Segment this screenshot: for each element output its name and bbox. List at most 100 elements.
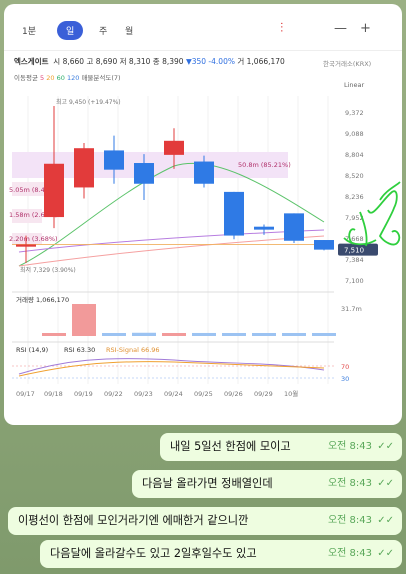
- volume-value: 1,066,170: [246, 57, 285, 66]
- volume-profile-bar: [12, 233, 42, 245]
- volume-bar: [102, 333, 126, 336]
- volume-label: 거래량 1,066,170: [16, 295, 69, 304]
- candle-body: [44, 163, 64, 218]
- double-check-icon: ✓✓: [377, 478, 394, 489]
- volume-axis-label: 31.7m: [341, 305, 362, 313]
- y-tick-label: 8,236: [345, 193, 364, 201]
- message-bubble[interactable]: 내일 5일선 한점에 모이고 오전 8:43 ✓✓: [160, 433, 402, 461]
- double-check-icon: ✓✓: [377, 515, 394, 526]
- rsi-level-label: 70: [341, 363, 349, 371]
- x-tick-label: 09/22: [104, 390, 123, 398]
- x-tick-label: 09/19: [74, 390, 93, 398]
- x-tick-label: 09/26: [224, 390, 243, 398]
- candle-body: [254, 226, 274, 230]
- low-price: 8,310: [128, 57, 151, 66]
- low-annotation: 최저 7,329 (3.90%): [20, 266, 76, 274]
- price-change: ▼350 -4.00%: [185, 57, 235, 66]
- y-tick-label: 8,520: [345, 172, 364, 180]
- chart-toolbar: 1분 일 주 월 ⫶ — +: [4, 4, 402, 52]
- timeframe-week[interactable]: 주: [99, 27, 108, 37]
- volume-profile-label: 50.8m (85.21%): [238, 161, 291, 169]
- candle-body: [134, 163, 154, 184]
- candle-body: [224, 191, 244, 236]
- x-tick-label: 09/17: [16, 390, 35, 398]
- rsi-level-label: 30: [341, 375, 349, 383]
- y-tick-label: 7,100: [345, 277, 364, 285]
- open-price: 8,660: [62, 57, 85, 66]
- message-bubble[interactable]: 이평선이 한점에 모인거라기엔 에매한거 같으니깐 오전 8:43 ✓✓: [8, 507, 402, 535]
- indicator-legend: 이동평균 5 20 60 120 매물분석도(7): [14, 74, 121, 82]
- volume-profile-label: 5.05m (8.46%): [9, 186, 58, 194]
- rsi-value: RSI 63.30: [64, 346, 95, 354]
- volume-bar: [192, 332, 216, 336]
- y-tick-label: 7,384: [345, 256, 364, 264]
- chart-image-card[interactable]: 1분 일 주 월 ⫶ — + 엑스게이트 시 8,660 고 8,690 저 8…: [4, 4, 402, 425]
- volume-bar: [132, 332, 156, 336]
- message-time: 오전 8:43: [327, 441, 372, 452]
- message-bubble[interactable]: 다음날 올라가면 정배열인데 오전 8:43 ✓✓: [132, 470, 402, 498]
- rsi-signal-value: RSI-Signal 66.96: [106, 346, 160, 354]
- y-tick-label: 9,088: [345, 130, 364, 138]
- candle-body: [16, 244, 36, 247]
- x-tick-label: 09/24: [164, 390, 183, 398]
- zoom-out-icon[interactable]: —: [334, 21, 347, 36]
- y-tick-label: 8,804: [345, 151, 364, 159]
- message-text: 다음달에 올라갈수도 있고 2일후일수도 있고: [50, 547, 257, 560]
- message-time: 오전 8:43: [327, 478, 372, 489]
- candle-body: [104, 150, 124, 170]
- x-tick-label: 09/23: [134, 390, 153, 398]
- candle-body: [284, 213, 304, 241]
- zoom-in-icon[interactable]: +: [360, 21, 371, 36]
- volume-bar: [252, 333, 276, 336]
- candle-body: [314, 240, 334, 250]
- timeframe-day[interactable]: 일: [57, 21, 84, 40]
- ma-line: [18, 162, 325, 267]
- volume-profile-label: 2.20m (3.68%): [9, 235, 58, 243]
- volume-bar: [162, 333, 186, 336]
- double-check-icon: ✓✓: [377, 441, 394, 452]
- volume-profile-bar: [12, 209, 42, 223]
- stock-name: 엑스게이트: [14, 57, 49, 66]
- ma-line: [18, 235, 325, 267]
- message-time: 오전 8:43: [327, 548, 372, 559]
- message-time: 오전 8:43: [327, 515, 372, 526]
- message-bubble[interactable]: 다음달에 올라갈수도 있고 2일후일수도 있고 오전 8:43 ✓✓: [40, 540, 402, 568]
- high-price: 8,690: [95, 57, 118, 66]
- double-check-icon: ✓✓: [377, 548, 394, 559]
- volume-profile-label: 1.58m (2.65%): [9, 211, 58, 219]
- ma-line: [18, 229, 325, 253]
- y-tick-label: 9,372: [345, 109, 364, 117]
- y-tick-label: 7,952: [345, 214, 364, 222]
- message-text: 이평선이 한점에 모인거라기엔 에매한거 같으니깐: [18, 514, 249, 527]
- volume-bar: [72, 304, 96, 336]
- timeframe-month[interactable]: 월: [125, 27, 134, 37]
- volume-profile-bar: [12, 182, 52, 196]
- price-chart: 9,372 9,088 8,804 8,520 8,236 7,952 7,668 7,384…: [9, 96, 378, 398]
- message-text: 다음날 올라가면 정배열인데: [142, 477, 273, 490]
- x-tick-label: 09/18: [44, 390, 63, 398]
- rsi-signal-line: [18, 361, 325, 377]
- candle-body: [164, 140, 184, 155]
- exchange-label: 한국거래소(KRX): [323, 60, 372, 68]
- timeframe-1min[interactable]: 1분: [22, 27, 37, 37]
- x-tick-label: 09/25: [194, 390, 213, 398]
- volume-bar: [312, 333, 336, 336]
- rsi-label: RSI (14,9): [16, 346, 48, 354]
- x-tick-label: 09/29: [254, 390, 273, 398]
- candle-body: [194, 161, 214, 184]
- candle-body: [74, 148, 94, 188]
- volume-bar: [282, 333, 306, 336]
- high-annotation: 최고 9,450 (+19.47%): [56, 98, 121, 106]
- current-price-label: 7,510: [344, 247, 364, 255]
- price-header: 엑스게이트 시 8,660 고 8,690 저 8,310 종 8,390 ▼3…: [14, 57, 285, 66]
- scale-mode[interactable]: Linear: [344, 81, 365, 89]
- message-text: 내일 5일선 한점에 모이고: [170, 440, 291, 453]
- close-price: 8,390: [162, 57, 184, 66]
- divider: [4, 50, 402, 51]
- rsi-line: [18, 358, 325, 375]
- volume-bar: [222, 333, 246, 336]
- x-tick-label: 10월: [284, 389, 298, 398]
- candlestick-icon[interactable]: ⫶: [280, 21, 284, 36]
- volume-bar: [42, 333, 66, 336]
- current-price-tag: [338, 243, 378, 256]
